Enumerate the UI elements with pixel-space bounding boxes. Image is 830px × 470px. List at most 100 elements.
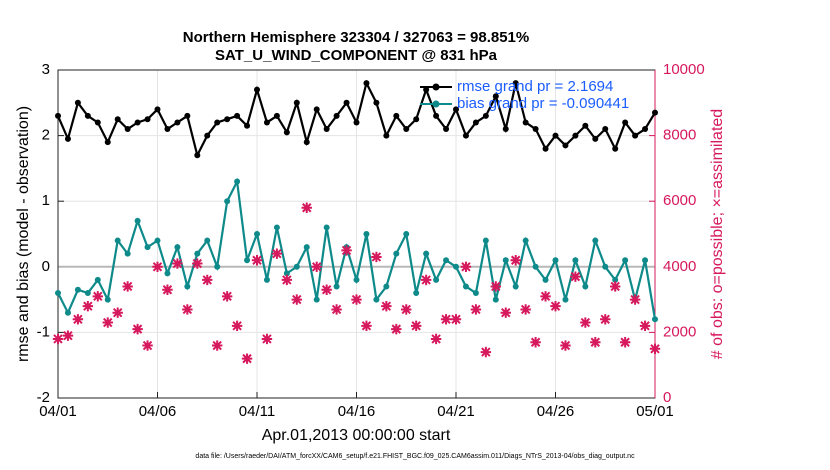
series-marker [652,316,658,323]
obs-marker [271,248,283,259]
series-marker [652,109,658,116]
series-marker [472,119,479,126]
obs-marker [102,317,113,328]
series-marker [273,112,280,119]
x-tick-label: 04/06 [139,403,177,420]
series-marker [562,142,569,149]
series-marker [84,290,91,297]
obs-marker [629,294,641,305]
series-marker [124,250,131,257]
series-marker [423,86,430,93]
obs-marker [132,323,143,335]
obs-marker [202,274,213,286]
series-marker [313,106,320,113]
series-marker [114,237,121,244]
series-marker [373,296,380,303]
x-tick-label: 04/01 [39,403,77,420]
chart-subtitle: SAT_U_WIND_COMPONENT @ 831 hPa [215,47,498,64]
x-tick-label: 04/21 [437,403,475,420]
obs-marker [550,300,561,312]
series-marker [353,276,360,283]
series-marker [502,257,509,264]
series-marker [323,126,330,133]
series-marker [293,263,300,270]
obs-marker [72,314,84,325]
series-marker [343,99,350,106]
series-marker [602,126,609,133]
series-marker [74,286,81,293]
y2-tick-label: 8000 [663,127,696,144]
series-marker [622,119,629,126]
obs-marker [470,304,482,315]
obs-marker [311,261,322,272]
series-marker [413,116,420,123]
series-marker [383,283,390,290]
series-marker [74,99,81,106]
footnote: data file: /Users/raeder/DAI/ATM_forcXX/… [195,453,635,460]
series-marker [64,309,71,316]
series-marker [234,112,241,119]
obs-marker [182,304,193,315]
series-marker [353,119,360,126]
series-marker [443,257,450,264]
series-marker [184,283,191,290]
obs-marker [639,320,651,332]
y-tick-label: 1 [42,192,50,209]
obs-marker [420,274,432,286]
series-marker [254,86,260,93]
chart-title: Northern Hemisphere 323304 / 327063 = 98… [183,29,529,46]
obs-marker [62,330,74,341]
y-tick-label: 2 [42,127,50,144]
y2-tick-label: 0 [663,389,671,406]
series-marker [184,112,191,119]
series-marker [373,99,380,106]
series-marker [492,296,499,303]
obs-marker [251,255,263,266]
series-marker [443,126,450,133]
series-marker [263,276,270,283]
obs-marker [619,337,631,348]
obs-marker [221,291,233,302]
series-marker [114,116,121,123]
series-marker [453,106,459,113]
legend-marker [432,100,440,108]
series-marker [174,244,181,251]
series-marker [94,119,101,126]
obs-marker [361,320,372,332]
series-marker [94,276,101,283]
obs-marker [460,261,472,272]
y-tick-label: 0 [42,258,50,275]
series-marker [642,257,649,264]
legend-label: bias grand pr = -0.090441 [457,95,629,112]
obs-marker [112,307,123,318]
series-marker [462,132,469,139]
series-marker [552,132,559,139]
obs-marker [152,261,163,272]
y2-tick-label: 10000 [663,61,705,78]
obs-marker [600,314,611,325]
series-marker [512,283,519,290]
obs-marker [52,333,64,345]
obs-marker [281,274,293,286]
obs-marker [411,320,422,332]
series-marker [423,250,430,257]
y-tick-label: -1 [37,323,50,340]
series-marker [582,122,589,129]
series-marker [472,290,479,297]
y-axis-label: rmse and bias (model - observation) [15,106,32,362]
series-marker [403,231,410,237]
series-marker [482,112,489,119]
series-marker [403,126,410,133]
series-marker [572,257,579,264]
y2-axis-label: # of obs: o=possible; ×=assimilated [709,109,726,359]
series-marker [393,112,400,119]
obs-marker [500,307,511,318]
series-marker [542,276,549,283]
series-marker [144,116,151,123]
series-marker [283,129,290,136]
series-marker [532,263,539,270]
obs-marker [480,346,492,358]
series-marker [532,126,539,133]
series-marker [363,80,370,87]
series-marker [244,257,251,264]
